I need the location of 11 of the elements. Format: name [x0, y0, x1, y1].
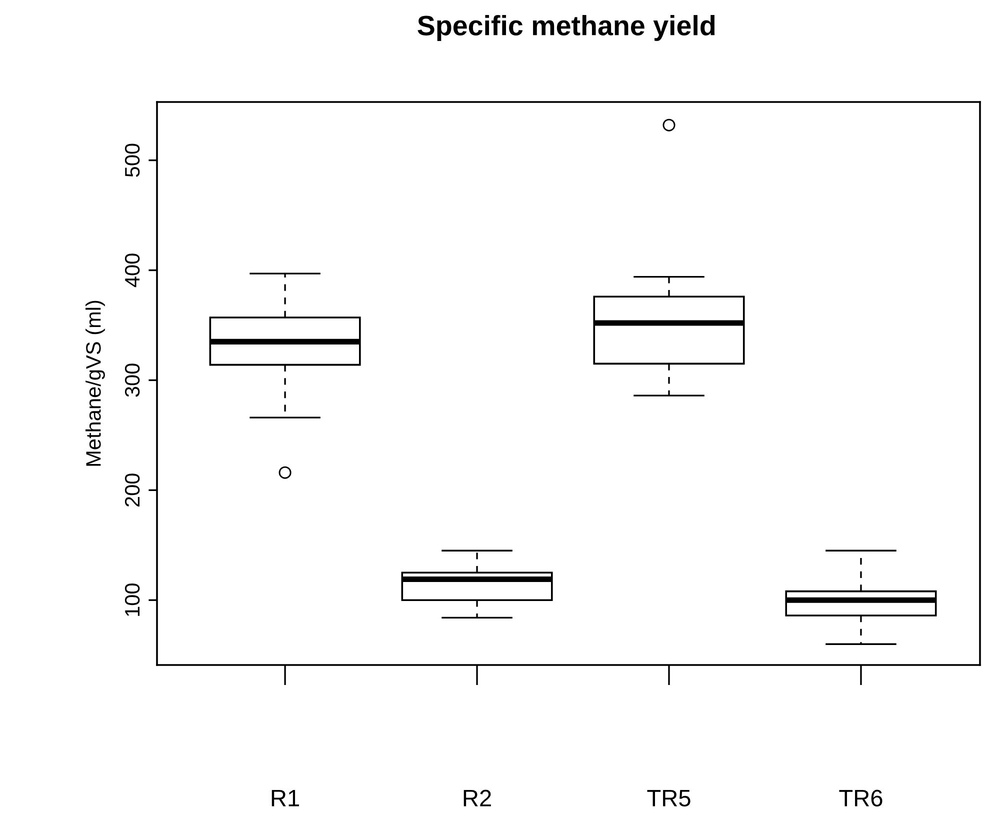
y-tick-label: 200 — [124, 474, 140, 506]
x-tick-label: TR5 — [647, 790, 690, 807]
y-tick-label: 500 — [124, 144, 140, 177]
y-tick-label: 100 — [124, 584, 140, 616]
y-tick-label: 400 — [124, 254, 140, 288]
x-tick-label: R1 — [272, 790, 299, 806]
chart-title: Specific methane yield — [418, 15, 715, 41]
y-axis-title: Methane/gVS (ml) — [86, 300, 105, 466]
y-tick-label: 300 — [124, 364, 140, 397]
x-tick-label: R2 — [464, 790, 491, 806]
x-tick-label: TR6 — [839, 790, 882, 807]
